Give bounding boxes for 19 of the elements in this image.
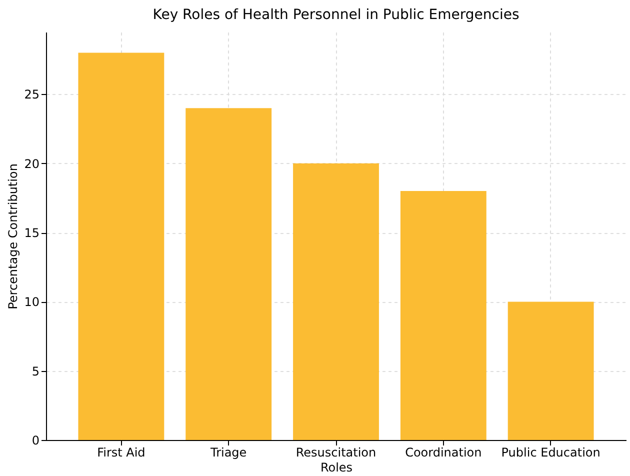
bar [400,191,486,440]
y-tick-label: 25 [24,88,40,102]
bar [78,52,164,440]
bar [293,163,379,440]
x-tick-label: Coordination [405,446,482,460]
y-tick-label: 10 [24,295,40,310]
y-tick-label: 5 [32,364,40,378]
bar [508,302,594,440]
x-tick-label: Public Education [501,446,600,460]
y-tick-label: 0 [32,434,40,448]
x-tick-label: First Aid [97,446,146,460]
y-axis-title: Percentage Contribution [6,164,20,310]
chart-title: Key Roles of Health Personnel in Public Emergencies [152,7,520,23]
y-tick-label: 20 [24,156,40,171]
bar [186,108,272,440]
x-axis-title: Roles [320,460,353,474]
x-tick-label: Triage [210,446,247,460]
x-tick-label: Resuscitation [296,446,376,460]
y-tick-label: 15 [24,226,40,240]
